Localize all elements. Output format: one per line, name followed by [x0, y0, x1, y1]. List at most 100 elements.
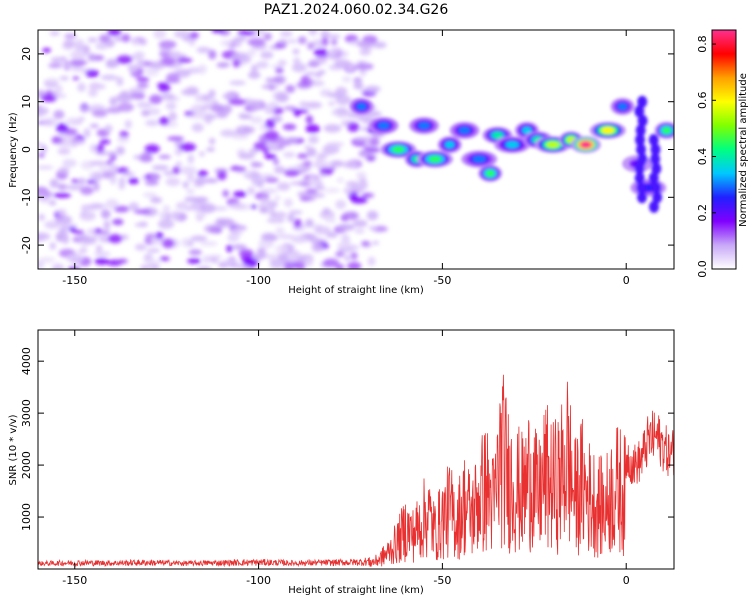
- heatmap-noise-cell: [197, 170, 209, 177]
- heatmap-noise-cell: [230, 55, 248, 60]
- heatmap-noise-cell: [136, 59, 145, 70]
- heatmap-noise-cell: [229, 80, 247, 86]
- colorbar-gradient: [711, 29, 737, 270]
- heatmap-noise-cell: [168, 111, 177, 122]
- heatmap-noise-cell: [155, 231, 164, 240]
- heatmap-noise-cell: [137, 82, 149, 88]
- heatmap-noise-cell: [291, 235, 308, 244]
- heatmap-signal-cell: [601, 126, 615, 134]
- heatmap-noise-cell: [308, 135, 320, 144]
- heatmap-noise-cell: [94, 151, 112, 156]
- heatmap-noise-cell: [212, 104, 225, 113]
- heatmap-noise-cell: [277, 59, 287, 66]
- heatmap-noise-cell: [106, 106, 122, 114]
- heatmap-noise-cell: [200, 104, 211, 110]
- heatmap-noise-cell: [128, 64, 138, 73]
- heatmap-noise-cell: [129, 92, 142, 100]
- heatmap-noise-cell: [266, 253, 279, 260]
- heatmap-y-axis-label: Frequency (Hz): [8, 112, 19, 188]
- heatmap-noise-cell: [118, 177, 126, 186]
- heatmap-y-ticks: -20 -10 0 10 20: [20, 47, 674, 254]
- heatmap-noise-cell: [278, 39, 288, 45]
- heatmap-noise-cell: [220, 129, 237, 137]
- heatmap-signal-region: [349, 95, 674, 213]
- heatmap-noise-cell: [260, 232, 277, 242]
- heatmap-noise-cell: [124, 119, 132, 129]
- heatmap-noise-cell: [271, 107, 284, 115]
- heatmap-noise-cell: [299, 101, 308, 108]
- heatmap-noise-cell: [372, 41, 387, 49]
- heatmap-signal-cell: [444, 141, 455, 149]
- heatmap-noise-cell: [335, 107, 349, 115]
- heatmap-noise-cell: [291, 108, 309, 114]
- heatmap-noise-cell: [53, 192, 72, 198]
- heatmap-signal-cell: [636, 181, 647, 194]
- heatmap-signal-cell: [650, 153, 661, 166]
- heatmap-noise-cell: [283, 151, 296, 158]
- heatmap-noise-cell: [354, 229, 365, 234]
- heatmap-noise-cell: [350, 252, 358, 260]
- colorbar-ticks: 0.0 0.2 0.4 0.6 0.8: [696, 35, 716, 278]
- heatmap-noise-cell: [320, 30, 331, 39]
- heatmap-noise-cell: [275, 227, 285, 235]
- heatmap-noise-cell: [113, 205, 130, 213]
- heatmap-noise-cell: [60, 225, 69, 231]
- heatmap-noise-cell: [354, 78, 363, 87]
- heatmap-noise-cell: [372, 240, 380, 245]
- x-tick-label: -100: [246, 274, 271, 287]
- heatmap-noise-cell: [261, 199, 269, 207]
- heatmap-noise-cell: [238, 114, 253, 120]
- heatmap-noise-cell: [190, 235, 208, 242]
- heatmap-noise-cell: [260, 173, 275, 178]
- heatmap-noise-cell: [283, 105, 297, 111]
- y-tick-label: 1000: [20, 503, 33, 531]
- heatmap-noise-cell: [358, 177, 367, 185]
- heatmap-noise-cell: [344, 254, 351, 262]
- snr-y-axis-label: SNR (10 * v/v): [8, 414, 19, 485]
- heatmap-noise-cell: [121, 33, 131, 43]
- heatmap-noise-cell: [330, 160, 344, 168]
- heatmap-noise-cell: [51, 263, 65, 269]
- heatmap-noise-cell: [272, 158, 280, 166]
- heatmap-noise-cell: [319, 172, 327, 177]
- heatmap-noise-cell: [108, 234, 123, 244]
- heatmap-noise-cell: [307, 175, 318, 186]
- heatmap-noise-cell: [58, 167, 70, 174]
- heatmap-noise-cell: [56, 233, 63, 242]
- heatmap-noise-cell: [147, 248, 161, 253]
- heatmap-noise-cell: [187, 114, 205, 119]
- heatmap-noise-cell: [72, 76, 80, 81]
- heatmap-noise-cell: [200, 241, 218, 247]
- heatmap-noise-cell: [267, 101, 279, 109]
- heatmap-noise-cell: [275, 67, 284, 74]
- y-tick-label: 4000: [20, 347, 33, 375]
- heatmap-signal-cell: [546, 141, 560, 149]
- heatmap-noise-cell: [276, 92, 289, 103]
- heatmap-noise-cell: [367, 256, 376, 266]
- heatmap-noise-cell: [328, 101, 336, 106]
- heatmap-noise-cell: [139, 154, 154, 163]
- heatmap-noise-cell: [158, 154, 171, 159]
- heatmap-noise-cell: [307, 78, 314, 84]
- heatmap-noise-cell: [83, 128, 91, 138]
- x-tick-label: -150: [62, 574, 87, 587]
- heatmap-noise-cell: [226, 244, 233, 253]
- heatmap-noise-cell: [158, 40, 177, 49]
- heatmap-noise-cell: [191, 123, 204, 133]
- heatmap-signal-cell: [651, 181, 662, 194]
- heatmap-noise-cell: [242, 258, 259, 267]
- heatmap-noise-cell: [286, 257, 298, 264]
- heatmap-noise-cell: [171, 210, 181, 221]
- heatmap-noise-cell: [38, 232, 46, 242]
- heatmap-noise-cell: [220, 39, 233, 47]
- heatmap-noise-cell: [274, 195, 281, 201]
- colorbar-tick-label: 0.0: [696, 260, 709, 278]
- heatmap-noise-cell: [165, 177, 181, 187]
- heatmap-noise-cell: [145, 263, 160, 269]
- heatmap-noise-cell: [73, 49, 86, 59]
- heatmap-noise-cell: [77, 82, 86, 93]
- heatmap-noise-cell: [312, 39, 325, 48]
- heatmap-noise-cell: [306, 147, 317, 158]
- heatmap-noise-cell: [53, 109, 65, 120]
